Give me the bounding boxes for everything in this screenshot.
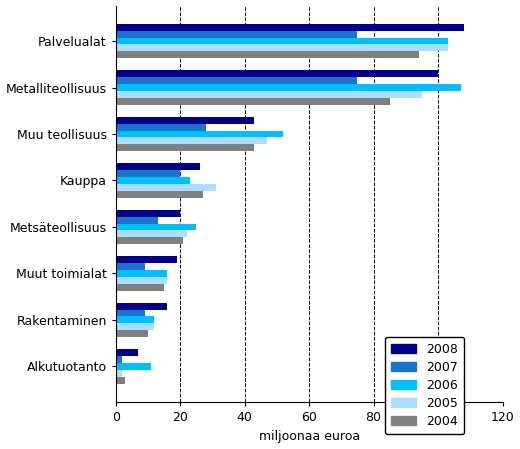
Bar [116,84,461,91]
Bar [116,303,167,309]
Bar [116,270,167,277]
Bar [116,52,419,58]
Bar [116,256,177,263]
Bar [116,330,148,337]
Bar [116,131,283,137]
Bar [116,224,197,230]
X-axis label: miljoonaa euroa: miljoonaa euroa [258,430,360,443]
Bar [116,323,154,330]
Bar [116,177,190,184]
Bar [116,363,151,370]
Legend: 2008, 2007, 2006, 2005, 2004: 2008, 2007, 2006, 2005, 2004 [385,337,464,434]
Bar [116,317,154,323]
Bar [116,230,187,238]
Bar [116,284,164,291]
Bar [116,137,267,145]
Bar [116,23,464,31]
Bar [116,238,184,244]
Bar [116,31,357,38]
Bar [116,91,422,98]
Bar [116,117,254,123]
Bar [116,38,448,44]
Bar [116,44,448,52]
Bar [116,184,216,191]
Bar [116,216,158,224]
Bar [116,191,203,198]
Bar [116,170,180,177]
Bar [116,370,122,377]
Bar [116,98,389,105]
Bar [116,163,200,170]
Bar [116,356,122,363]
Bar [116,70,438,77]
Bar [116,277,167,284]
Bar [116,123,206,131]
Bar [116,210,180,216]
Bar [116,377,125,384]
Bar [116,349,138,356]
Bar [116,145,254,151]
Bar [116,263,145,270]
Bar [116,77,357,84]
Bar [116,309,145,317]
